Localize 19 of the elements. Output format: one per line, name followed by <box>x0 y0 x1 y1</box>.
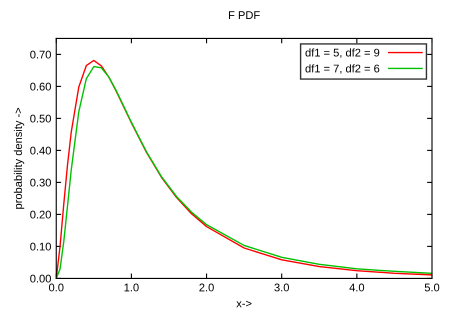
y-axis-title: probability density -> <box>14 108 24 209</box>
y-tick-label: 0.20 <box>30 210 51 219</box>
legend-label: df1 = 7, df2 = 6 <box>306 64 380 74</box>
y-tick-label: 0.00 <box>30 274 51 283</box>
x-tick-label: 0.0 <box>48 284 64 292</box>
y-tick-label: 0.70 <box>30 50 51 59</box>
y-tick-label: 0.30 <box>30 178 51 187</box>
y-tick-label: 0.60 <box>30 82 51 91</box>
y-tick-label: 0.10 <box>30 242 51 251</box>
y-tick-label: 0.50 <box>30 114 51 123</box>
chart-title: F PDF <box>228 11 260 19</box>
x-tick-label: 1.0 <box>124 284 139 292</box>
x-tick-label: 4.0 <box>349 284 364 292</box>
x-tick-label: 5.0 <box>424 284 440 292</box>
x-axis-title: x-> <box>236 300 252 308</box>
x-tick-label: 3.0 <box>274 284 289 292</box>
x-tick-label: 2.0 <box>199 284 214 292</box>
legend-label: df1 = 5, df2 = 9 <box>306 48 380 58</box>
y-tick-label: 0.40 <box>30 146 51 155</box>
